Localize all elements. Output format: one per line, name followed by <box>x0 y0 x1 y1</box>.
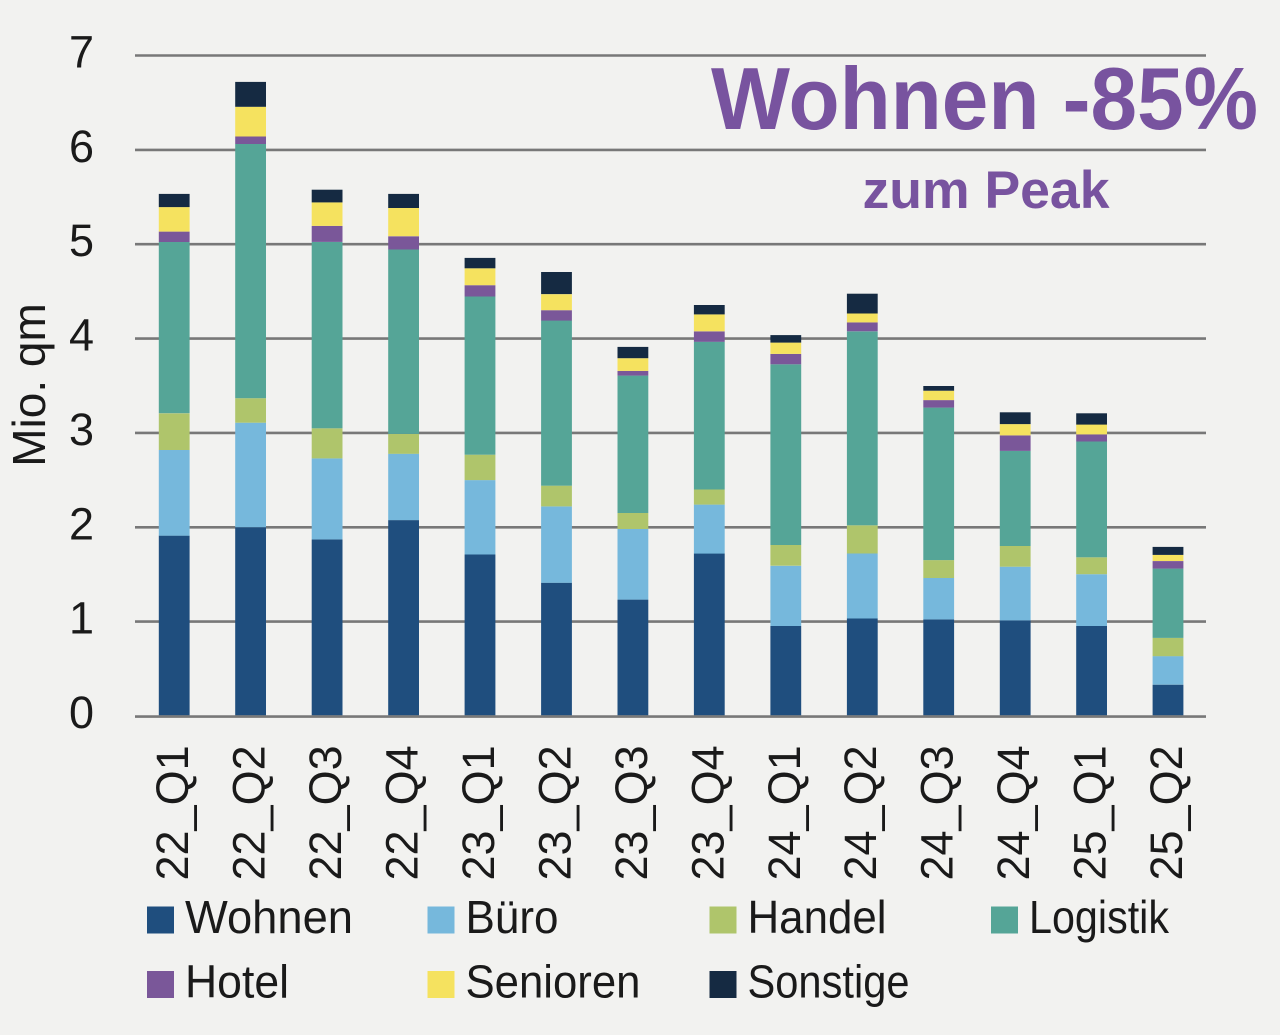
svg-text:23_Q2: 23_Q2 <box>530 745 581 880</box>
svg-text:Wohnen: Wohnen <box>185 891 353 943</box>
svg-text:Senioren: Senioren <box>466 956 641 1008</box>
svg-text:3: 3 <box>69 404 94 455</box>
svg-text:2: 2 <box>69 498 94 549</box>
svg-text:Hotel: Hotel <box>185 956 289 1008</box>
svg-text:24_Q1: 24_Q1 <box>759 745 810 880</box>
svg-text:7: 7 <box>69 27 94 78</box>
svg-text:22_Q1: 22_Q1 <box>147 745 198 880</box>
svg-text:Büro: Büro <box>466 891 559 943</box>
svg-text:zum Peak: zum Peak <box>863 161 1111 220</box>
svg-text:22_Q4: 22_Q4 <box>377 745 428 880</box>
svg-text:24_Q2: 24_Q2 <box>835 745 886 880</box>
svg-text:Mio. qm: Mio. qm <box>3 303 55 467</box>
svg-text:24_Q3: 24_Q3 <box>912 745 963 880</box>
svg-text:24_Q4: 24_Q4 <box>988 745 1039 880</box>
svg-text:23_Q1: 23_Q1 <box>453 745 504 880</box>
svg-text:Handel: Handel <box>748 891 887 943</box>
svg-text:4: 4 <box>69 310 94 361</box>
svg-text:5: 5 <box>69 215 94 266</box>
svg-text:22_Q3: 22_Q3 <box>300 745 351 880</box>
svg-text:25_Q1: 25_Q1 <box>1065 745 1116 880</box>
svg-text:1: 1 <box>69 593 94 644</box>
svg-text:22_Q2: 22_Q2 <box>224 745 275 880</box>
svg-text:0: 0 <box>69 687 94 738</box>
svg-text:Wohnen -85%: Wohnen -85% <box>711 49 1258 148</box>
svg-text:25_Q2: 25_Q2 <box>1141 745 1192 880</box>
svg-text:Sonstige: Sonstige <box>748 956 910 1008</box>
svg-text:23_Q4: 23_Q4 <box>682 745 733 880</box>
svg-text:Logistik: Logistik <box>1029 891 1170 943</box>
svg-text:6: 6 <box>69 121 94 172</box>
svg-text:23_Q3: 23_Q3 <box>606 745 657 880</box>
